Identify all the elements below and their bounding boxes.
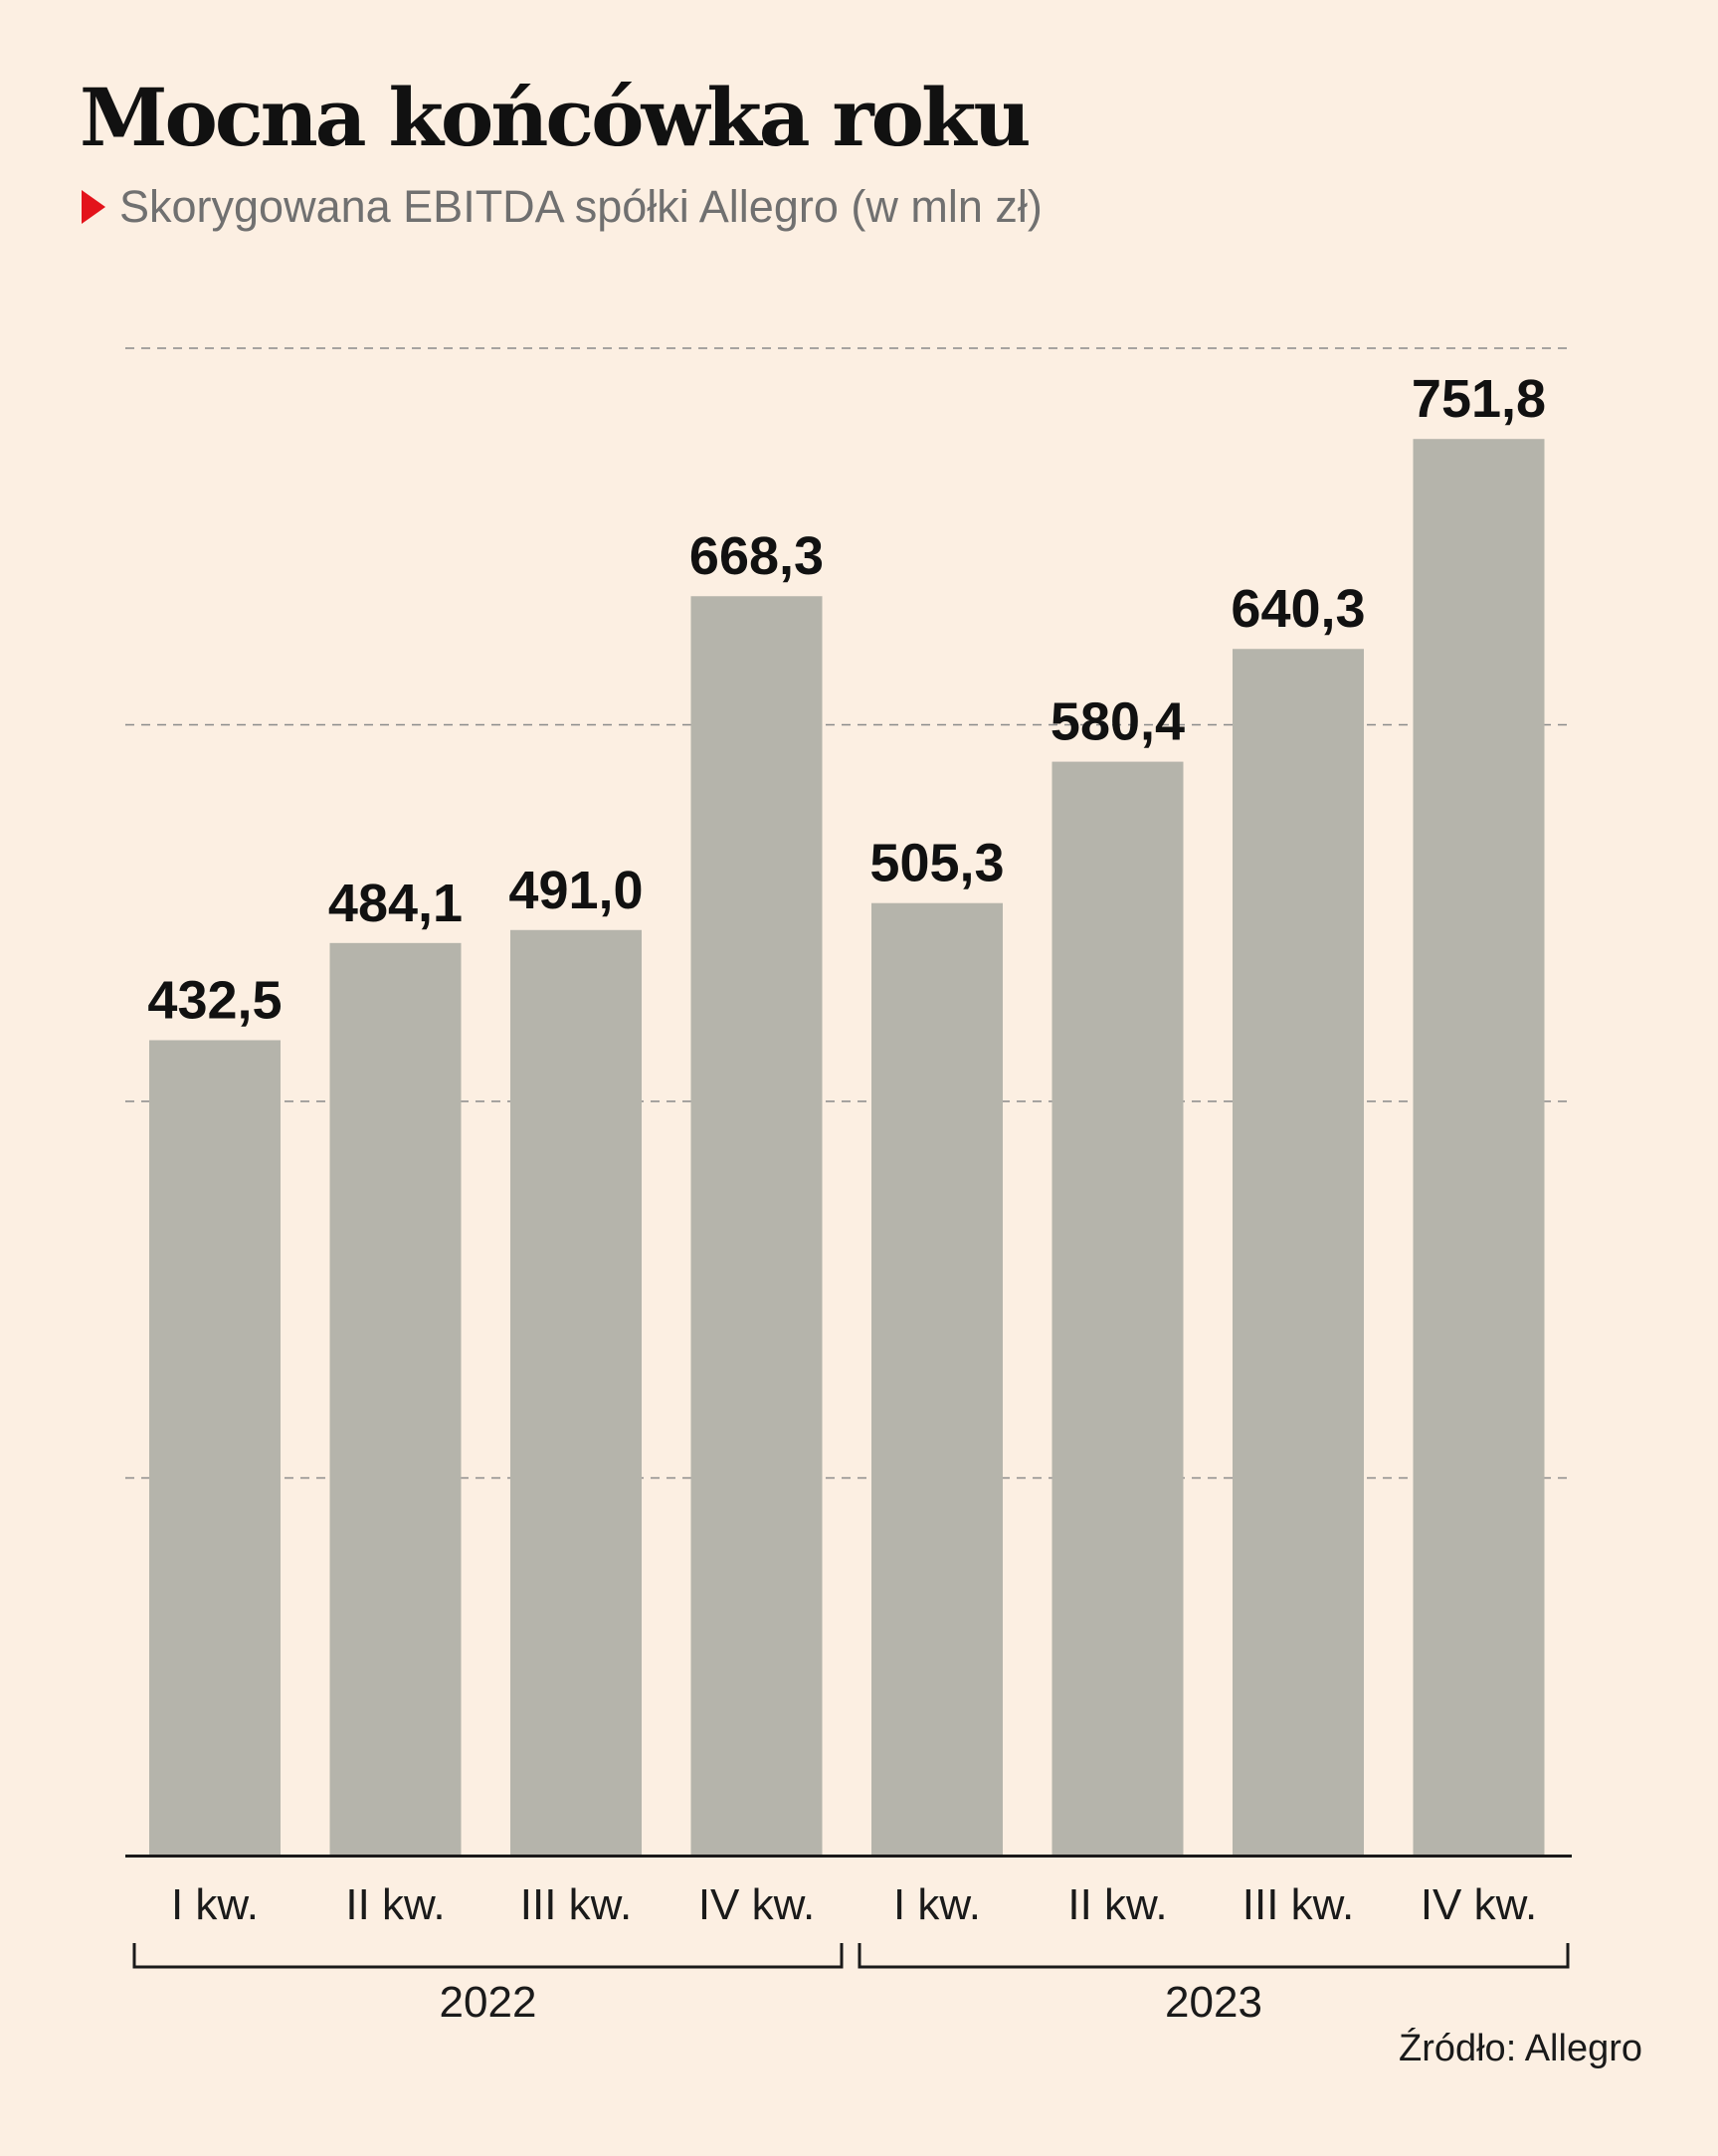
year-label: 2023 bbox=[1165, 1978, 1262, 2027]
year-bracket bbox=[132, 1943, 844, 1969]
category-label: II kw. bbox=[345, 1880, 445, 1929]
chart-subtitle: Skorygowana EBITDA spółki Allegro (w mln… bbox=[119, 181, 1043, 232]
bar bbox=[1413, 439, 1545, 1855]
bars bbox=[149, 439, 1545, 1856]
bar-value-label: 580,4 bbox=[1050, 692, 1185, 752]
x-axis: I kw. II kw. III kw. IV kw. I kw. II kw. III k… bbox=[125, 1855, 1572, 1929]
category-label: III kw. bbox=[520, 1880, 632, 1929]
bar bbox=[510, 929, 642, 1855]
bar bbox=[871, 902, 1003, 1855]
red-triangle-icon bbox=[82, 190, 105, 224]
chart-title: Mocna końcówka roku bbox=[80, 71, 1032, 164]
bar bbox=[1051, 761, 1184, 1855]
bar-value-label: 505,3 bbox=[869, 834, 1004, 893]
bar-value-label: 751,8 bbox=[1412, 369, 1546, 429]
source-note: Źródło: Allegro bbox=[1398, 2028, 1642, 2069]
bar-value-label: 640,3 bbox=[1231, 579, 1365, 639]
category-label: IV kw. bbox=[1421, 1880, 1537, 1929]
category-label: I kw. bbox=[893, 1880, 981, 1929]
bar bbox=[329, 942, 462, 1855]
bar bbox=[1233, 649, 1364, 1856]
category-label: III kw. bbox=[1242, 1880, 1354, 1929]
subtitle-row: Skorygowana EBITDA spółki Allegro (w mln… bbox=[82, 179, 1043, 235]
category-label: I kw. bbox=[171, 1880, 259, 1929]
year-label: 2022 bbox=[440, 1978, 537, 2027]
bar bbox=[690, 596, 823, 1856]
bar-value-label: 668,3 bbox=[689, 526, 824, 586]
year-bracket bbox=[858, 1943, 1570, 1969]
value-labels: 432,5 484,1 491,0 668,3 505,3 580,4 640,3 751,8 bbox=[147, 369, 1546, 1030]
bar bbox=[149, 1040, 281, 1855]
bar-value-label: 484,1 bbox=[328, 874, 463, 933]
bar-value-label: 491,0 bbox=[508, 861, 643, 920]
bar-value-label: 432,5 bbox=[147, 970, 282, 1030]
year-groups: 2022 2023 bbox=[132, 1943, 1570, 2027]
category-label: II kw. bbox=[1067, 1880, 1167, 1929]
category-label: IV kw. bbox=[698, 1880, 815, 1929]
